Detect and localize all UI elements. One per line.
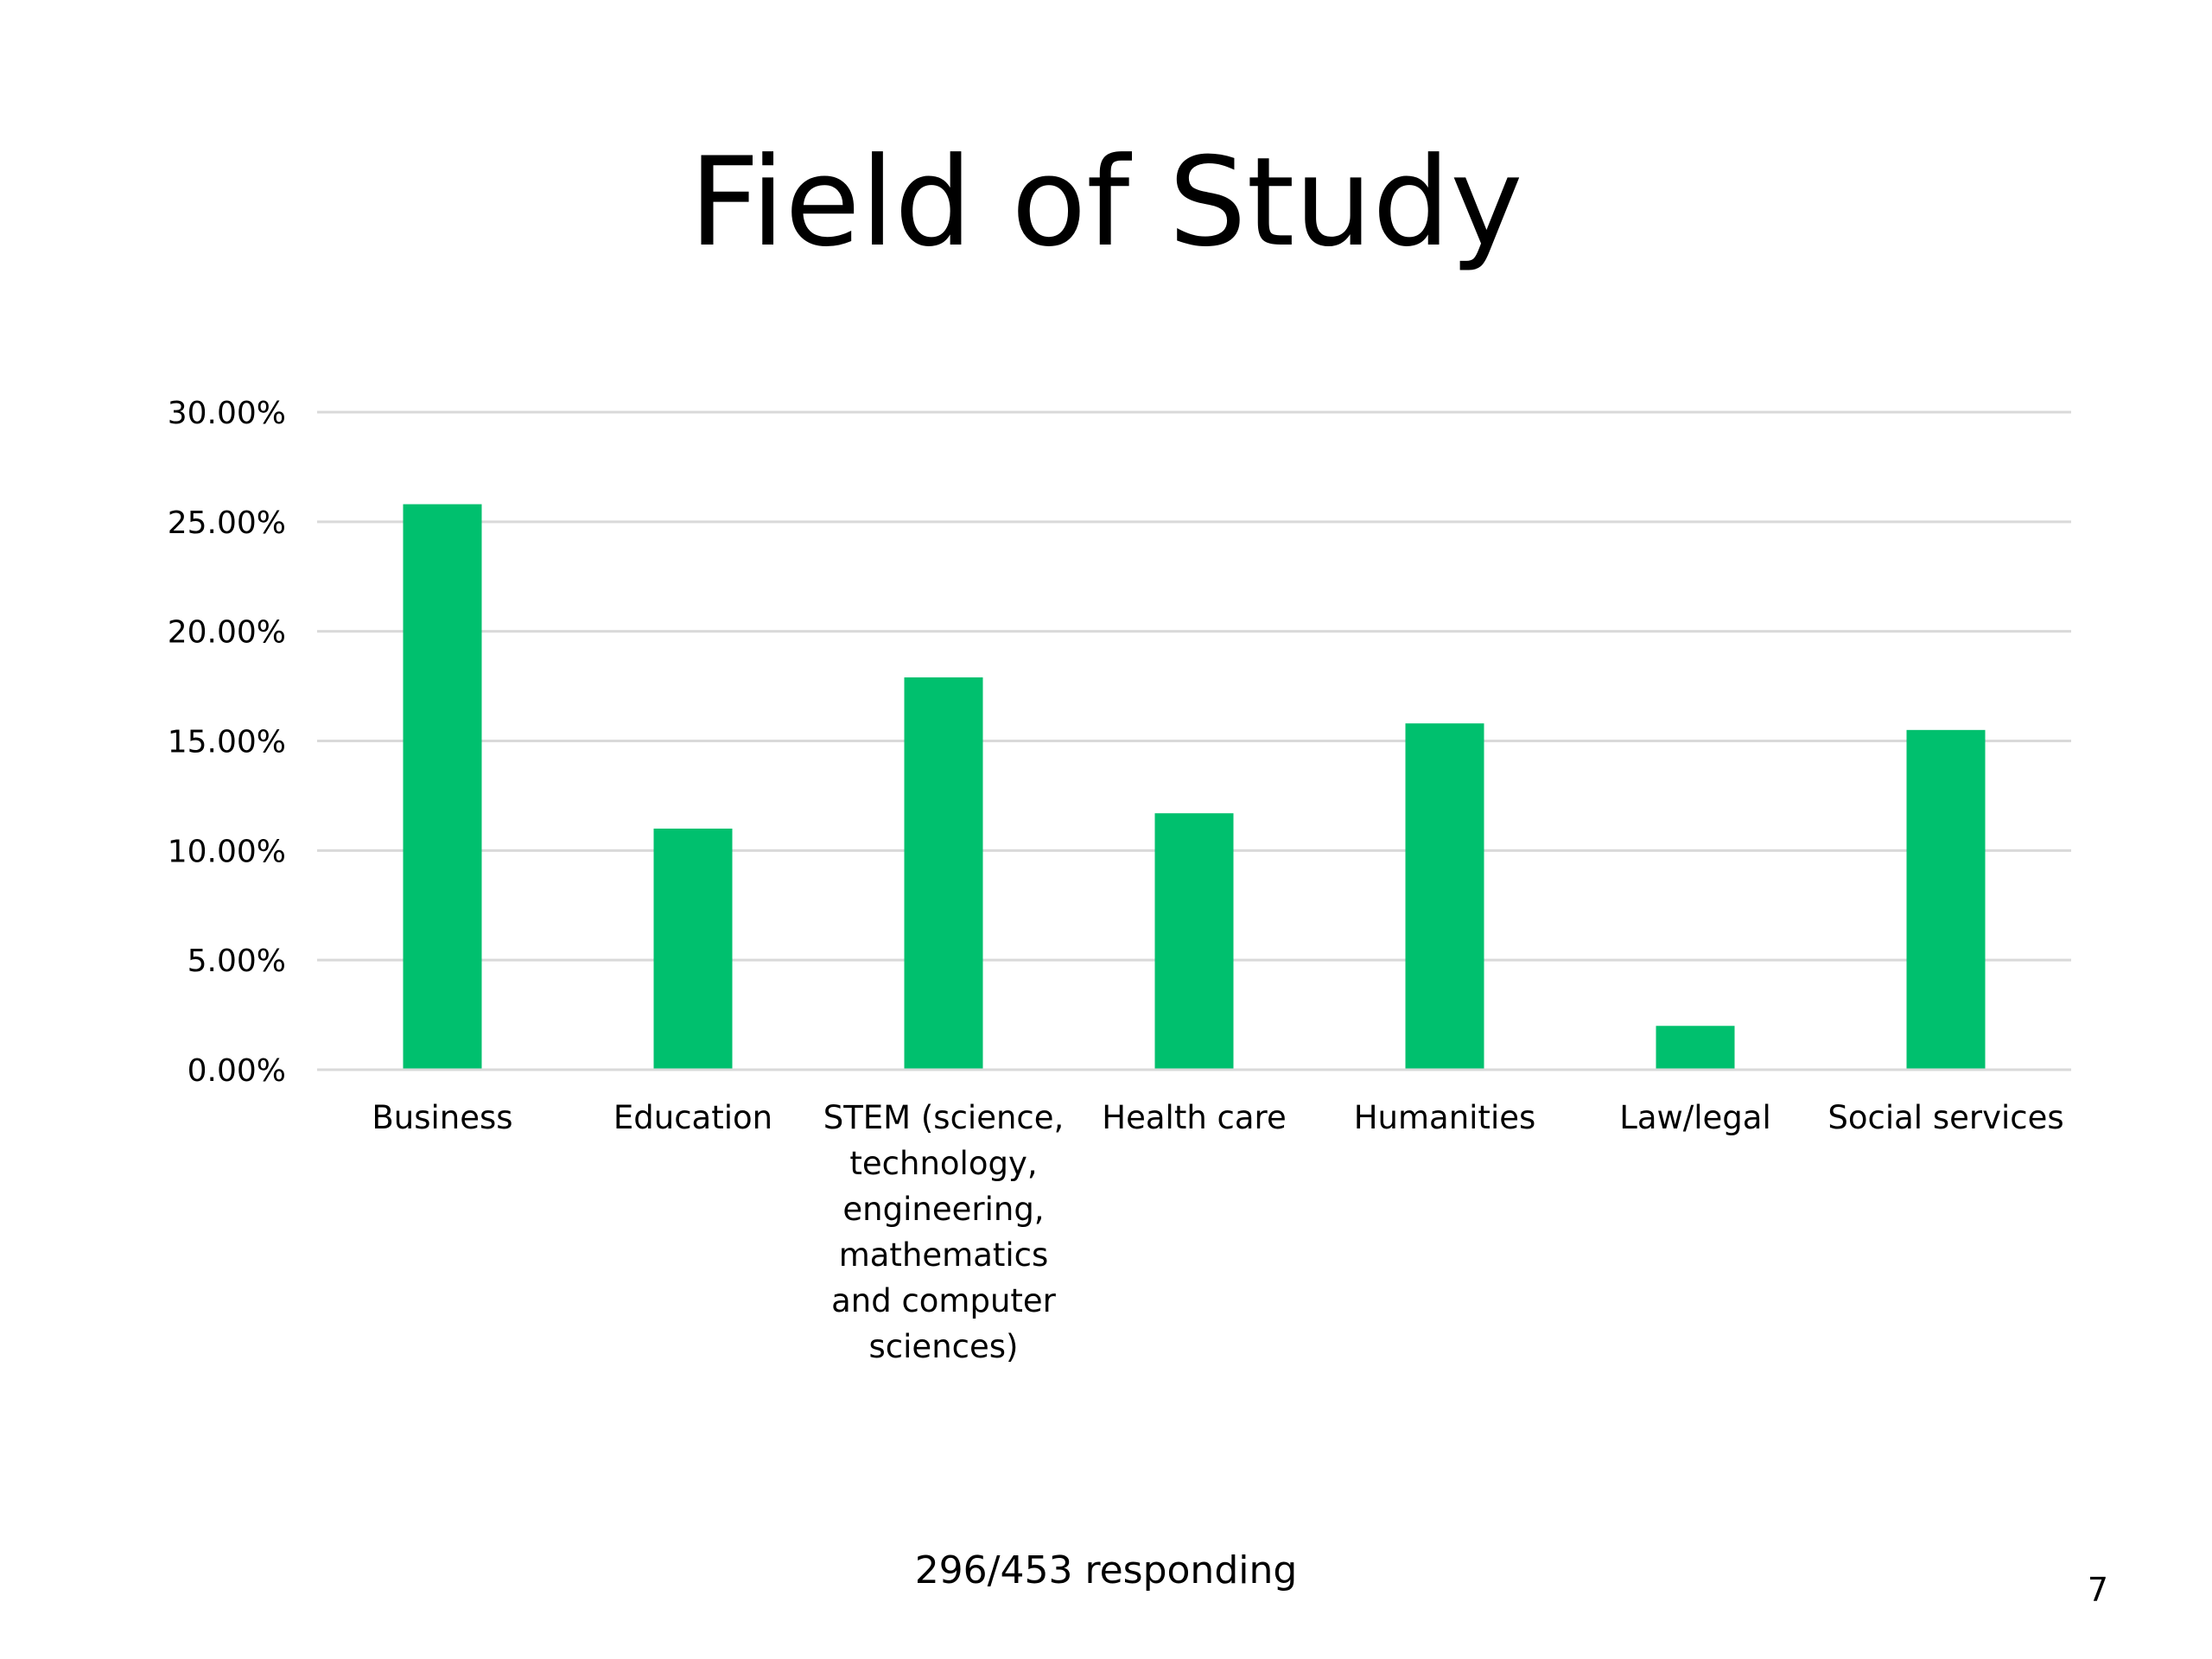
response-count-footnote: 296/453 responding [914,1548,1298,1592]
page-number: 7 [2087,1571,2108,1609]
slide-title: Field of Study [689,131,1523,274]
y-tick-label: 10.00% [168,834,286,869]
bar [1405,723,1484,1070]
x-tick-label: STEM (science, technology, engineering, mat… [823,1099,1065,1365]
y-tick-label: 5.00% [188,944,286,979]
bars [403,504,1986,1070]
x-tick-label: Education [613,1099,772,1136]
x-tick-label: Business [372,1099,512,1136]
x-axis-category-labels: Business Education STEM (science, technolog… [372,1099,2063,1365]
bar [1656,1026,1735,1070]
x-tick-label: Health care [1102,1099,1286,1136]
x-tick-label: Law/legal [1619,1099,1771,1136]
bar [653,828,733,1070]
y-tick-label: 20.00% [168,615,286,651]
y-tick-label: 30.00% [168,396,286,431]
x-tick-label: Humanities [1354,1099,1536,1136]
bar [403,504,482,1070]
x-tick-label: Social services [1827,1099,2063,1136]
y-tick-label: 15.00% [168,725,286,760]
bar [904,677,983,1070]
y-tick-label: 25.00% [168,505,286,541]
y-axis-tick-labels: 0.00% 5.00% 10.00% 15.00% 20.00% 25.00% 30.00% [168,396,286,1089]
bar [1906,729,1986,1070]
bar [1154,813,1234,1070]
y-tick-label: 0.00% [188,1053,286,1089]
